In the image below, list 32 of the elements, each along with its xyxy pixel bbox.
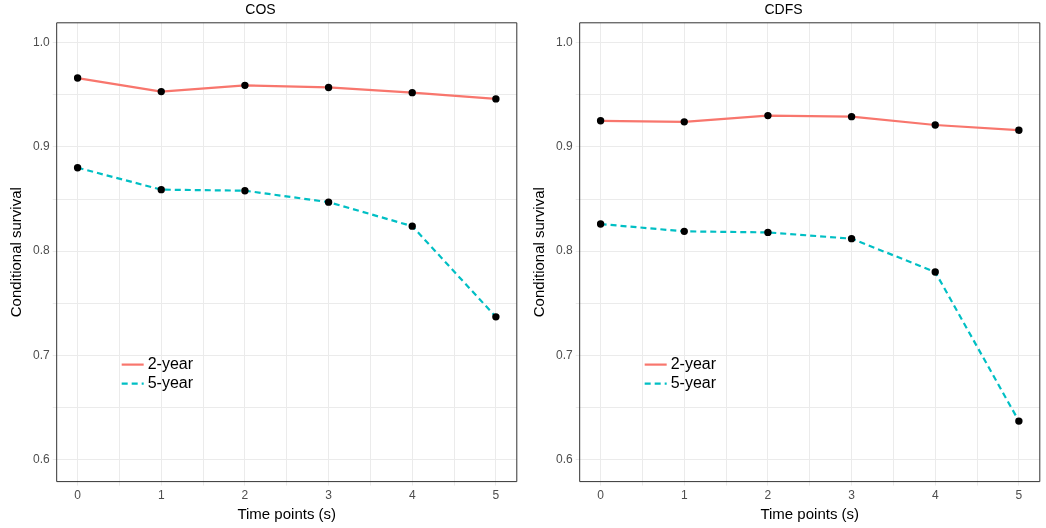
y-axis-title: Conditional survival [530,187,548,318]
x-tick-label: 4 [931,488,939,503]
x-axis-title: Time points (s) [760,505,860,523]
y-tick-label: 0.9 [555,139,573,154]
legend-label: 2-year [670,355,717,373]
legend-label: 5-year [147,374,194,392]
y-axis-title: Conditional survival [7,187,25,318]
y-tick-label: 0.7 [32,347,50,362]
x-tick-label: 0 [597,488,605,503]
y-tick-label: 1.0 [32,34,50,49]
chart-title: CDFS [764,1,803,18]
x-tick-label: 2 [764,488,772,503]
y-tick-label: 0.6 [32,452,50,467]
x-tick-label: 1 [157,488,165,503]
x-tick-label: 2 [241,488,249,503]
legend-label: 2-year [147,355,194,373]
y-tick-label: 1.0 [555,34,573,49]
x-tick-label: 4 [408,488,416,503]
legend-label: 5-year [670,374,717,392]
chart-title: COS [245,1,276,18]
x-tick-label: 1 [680,488,688,503]
x-tick-label: 3 [325,488,333,503]
x-tick-label: 0 [74,488,82,503]
y-tick-label: 0.7 [555,347,573,362]
y-tick-label: 0.9 [32,139,50,154]
x-axis-title: Time points (s) [237,505,337,523]
x-tick-label: 3 [848,488,856,503]
y-tick-label: 0.6 [555,452,573,467]
y-tick-label: 0.8 [555,243,573,258]
y-tick-label: 0.8 [32,243,50,258]
x-tick-label: 5 [1015,488,1023,503]
x-tick-label: 5 [492,488,500,503]
